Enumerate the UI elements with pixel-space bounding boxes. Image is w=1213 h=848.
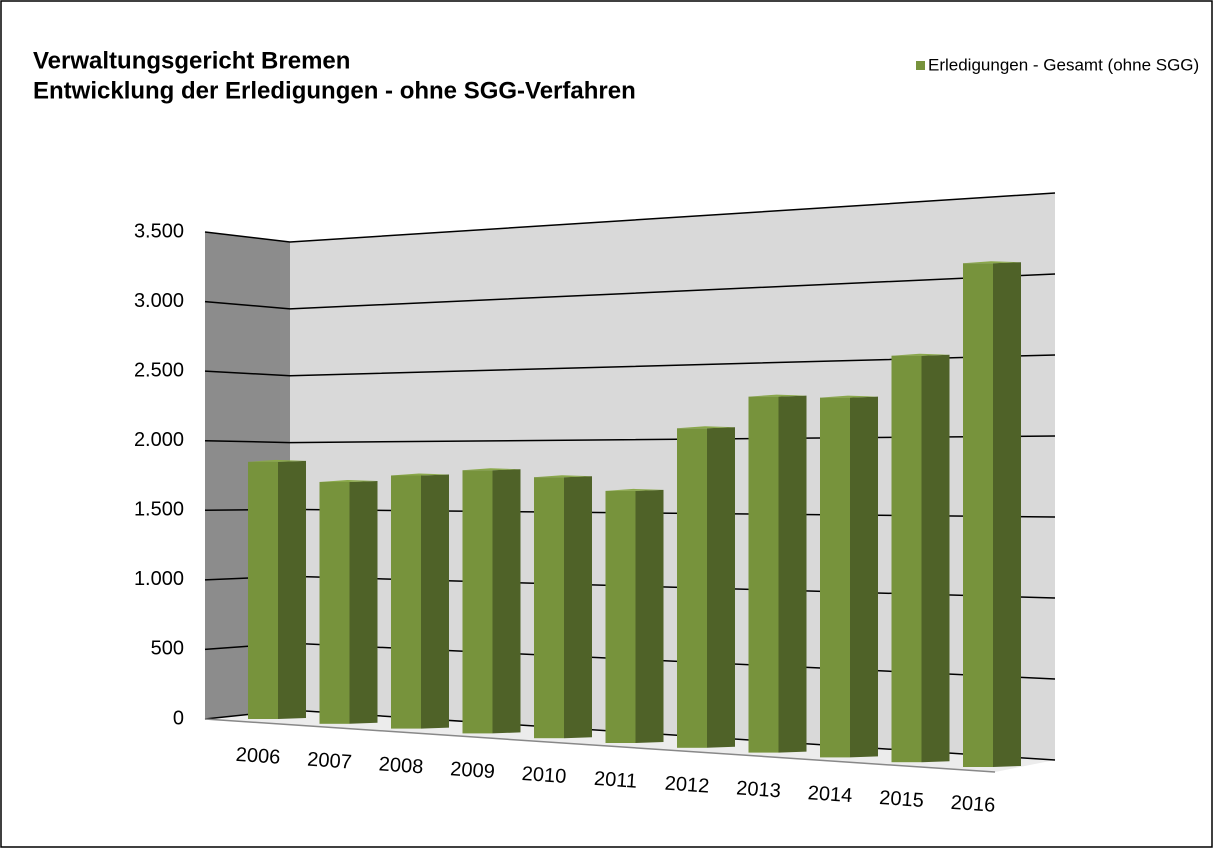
bar-top xyxy=(891,353,950,356)
bar-top xyxy=(963,261,1021,264)
x-tick-label: 2016 xyxy=(950,792,996,817)
y-tick-label: 0 xyxy=(173,707,184,729)
bar-side xyxy=(635,489,664,743)
y-tick-label: 3.500 xyxy=(134,220,184,242)
bar-side xyxy=(921,354,950,763)
bar-side xyxy=(278,460,306,719)
y-tick-label: 1.500 xyxy=(134,499,184,521)
bar-side xyxy=(492,469,521,734)
bar-side xyxy=(564,476,592,739)
x-tick-label: 2010 xyxy=(521,763,567,788)
bar-top xyxy=(462,468,521,471)
bar-side xyxy=(707,427,735,748)
bar-side xyxy=(850,396,878,758)
bar xyxy=(605,490,636,743)
bar xyxy=(748,396,779,753)
bar-top xyxy=(319,479,378,482)
x-tick-label: 2015 xyxy=(879,787,925,812)
legend-swatch xyxy=(916,61,925,70)
x-tick-label: 2009 xyxy=(450,758,496,783)
bar-top xyxy=(391,473,449,476)
bar xyxy=(391,475,421,729)
bar xyxy=(462,470,493,734)
x-tick-label: 2014 xyxy=(807,782,853,807)
legend-label: Erledigungen - Gesamt (ohne SGG) xyxy=(928,55,1199,74)
chart-title: Entwicklung der Erledigungen - ohne SGG-… xyxy=(33,77,636,104)
bar-side xyxy=(778,395,807,753)
y-tick-label: 3.000 xyxy=(134,290,184,312)
bar-top xyxy=(248,459,306,462)
y-tick-label: 2.500 xyxy=(134,359,184,381)
bar xyxy=(248,461,278,719)
bar xyxy=(963,263,993,767)
grid-line xyxy=(204,354,1056,377)
bar-top xyxy=(534,475,592,478)
bar-top xyxy=(677,426,735,429)
axis xyxy=(204,718,996,773)
x-tick-label: 2011 xyxy=(593,768,637,793)
x-tick-label: 2006 xyxy=(235,744,281,769)
bar-side xyxy=(349,480,378,724)
chart-title: Verwaltungsgericht Bremen xyxy=(33,47,350,74)
y-tick-label: 1.000 xyxy=(134,568,184,590)
x-tick-label: 2012 xyxy=(664,773,710,798)
y-tick-label: 500 xyxy=(151,638,184,660)
bar xyxy=(677,428,707,748)
grid-line xyxy=(204,192,1056,243)
x-tick-label: 2007 xyxy=(307,749,353,774)
bar-side xyxy=(421,474,449,729)
bar-top xyxy=(748,394,807,397)
bar xyxy=(534,477,564,739)
bar xyxy=(319,481,350,724)
bar-top xyxy=(820,395,878,398)
x-tick-label: 2008 xyxy=(378,753,424,778)
bar-side xyxy=(993,262,1021,767)
bar xyxy=(891,355,922,763)
grid-line xyxy=(204,273,1056,310)
x-tick-label: 2013 xyxy=(736,777,782,802)
bar-top xyxy=(605,488,664,491)
y-tick-label: 2.000 xyxy=(134,429,184,451)
bar xyxy=(820,397,850,758)
